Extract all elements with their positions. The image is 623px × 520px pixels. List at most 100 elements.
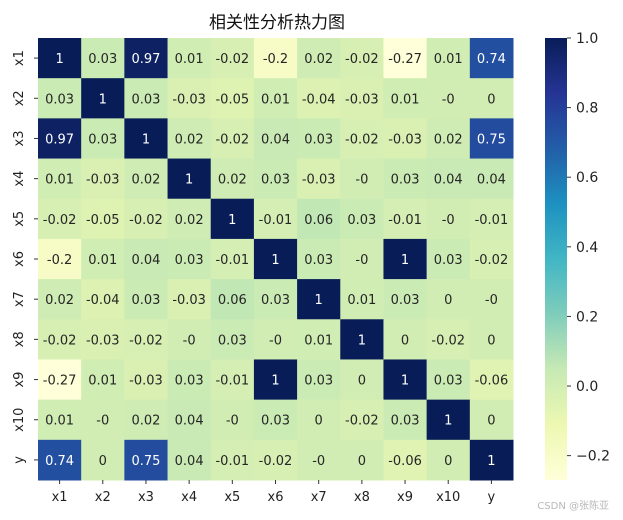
y-tick-label-x4: x4	[12, 171, 27, 187]
x-tick-label-x9: x9	[397, 490, 413, 505]
heatmap-cell-x4-x2	[81, 158, 125, 200]
heatmap-cell-x4-x5	[210, 158, 255, 200]
cell-value-x10-x3: 0.02	[131, 414, 160, 429]
watermark: CSDN @张陈亚	[537, 501, 609, 512]
chart-title: 相关性分析热力图	[209, 13, 345, 33]
cell-value-x9-x8: 0	[358, 374, 366, 389]
cell-value-x1-x4: 0.01	[175, 52, 204, 67]
heatmap-cell-x6-x5	[210, 238, 255, 280]
heatmap-cell-x2-x1	[38, 78, 82, 119]
x-tick-label-x1: x1	[52, 490, 68, 505]
cell-value-x10-x1: 0.01	[45, 414, 74, 429]
heatmap-cell-x2-x2	[81, 78, 125, 119]
cell-value-x4-x7: -0.03	[302, 173, 336, 188]
heatmap-cell-x5-x6	[253, 198, 298, 240]
cell-value-x8-x10: -0.02	[431, 333, 465, 348]
cell-value-x8-x9: 0	[401, 333, 409, 348]
heatmap-cell-x1-x1	[38, 38, 82, 79]
heatmap-cell-x6-x1	[38, 238, 82, 280]
cell-value-x10-x2: -0	[96, 414, 109, 429]
y-tick-label-x10: x10	[12, 408, 27, 432]
heatmap-cell-x6-x3	[124, 238, 169, 280]
cell-value-x1-x3: 0.97	[131, 52, 160, 67]
cell-value-x8-x1: -0.02	[43, 333, 77, 348]
cell-value-x9-y: -0.06	[475, 374, 509, 389]
cell-value-x7-x2: -0.04	[86, 293, 120, 308]
colorbar-tick-label-1: 0.8	[576, 101, 598, 117]
cell-value-y-x10: 0	[444, 454, 452, 469]
y-tick-label-x9: x9	[12, 372, 27, 388]
cell-value-x5-x1: -0.02	[43, 213, 77, 228]
heatmap-cell-x5-x9	[383, 198, 428, 240]
heatmap-cell-x9-y	[469, 359, 514, 401]
cell-value-x5-y: -0.01	[475, 213, 509, 228]
heatmap-cell-x10-x8	[340, 399, 384, 441]
cell-value-y-x4: 0.04	[175, 454, 204, 469]
cell-value-x2-x10: -0	[442, 92, 455, 107]
cell-value-x2-x4: -0.03	[172, 92, 206, 107]
cell-value-x3-x1: 0.97	[45, 132, 74, 147]
heatmap-cell-x9-x4	[167, 359, 212, 401]
heatmap-cell-x2-x5	[210, 78, 255, 119]
cell-value-x9-x7: 0.03	[304, 374, 333, 389]
cell-value-y-x7: -0	[312, 454, 325, 469]
cell-value-x4-x2: -0.03	[86, 173, 120, 188]
cell-value-x9-x2: 0.01	[88, 374, 117, 389]
cell-value-x6-x1: -0.2	[47, 253, 72, 268]
cell-value-x7-x5: 0.06	[218, 293, 247, 308]
heatmap-cell-x8-x1	[38, 319, 82, 360]
cell-value-x8-x2: -0.03	[86, 333, 120, 348]
heatmap-cell-x1-x3	[124, 38, 169, 79]
heatmap-cell-x6-x6	[253, 238, 298, 280]
cell-value-x2-y: 0	[487, 92, 495, 107]
cell-value-x10-x4: 0.04	[175, 414, 204, 429]
cell-value-x5-x3: -0.02	[129, 213, 163, 228]
y-tick-label-x2: x2	[12, 90, 27, 106]
heatmap-cell-x6-x4	[167, 238, 212, 280]
heatmap-cell-x7-x1	[38, 279, 82, 320]
cell-value-x6-x6: 1	[271, 253, 279, 268]
y-tick-label-x7: x7	[12, 291, 27, 307]
cell-value-x7-x1: 0.02	[45, 293, 74, 308]
cell-value-x3-x9: -0.03	[388, 132, 422, 147]
x-tick-label-x10: x10	[436, 490, 460, 505]
heatmap-cell-x2-x8	[340, 78, 384, 119]
heatmap-cell-x8-x4	[167, 319, 212, 360]
heatmap-cell-x10-x6	[253, 399, 298, 441]
cell-value-x7-x4: -0.03	[172, 293, 206, 308]
heatmap-cell-x6-x9	[383, 238, 428, 280]
cell-value-x1-x1: 1	[55, 52, 63, 67]
cell-value-x4-x4: 1	[185, 173, 193, 188]
heatmap-cell-x10-x10	[426, 399, 471, 441]
cell-value-x3-x6: 0.04	[261, 132, 290, 147]
heatmap-cell-y-x3	[124, 439, 169, 481]
cell-value-x8-x6: -0	[269, 333, 282, 348]
cell-value-x2-x7: -0.04	[302, 92, 336, 107]
cell-value-x3-x3: 1	[142, 132, 150, 147]
colorbar-tick-label-5: 0.0	[576, 379, 598, 395]
cell-value-x10-x8: -0.02	[345, 414, 379, 429]
cell-value-x9-x10: 0.03	[434, 374, 463, 389]
heatmap-cell-x2-y	[469, 78, 514, 119]
heatmap-cell-x8-x2	[81, 319, 125, 360]
colorbar-tick-label-3: 0.4	[576, 240, 598, 256]
cell-value-x6-x3: 0.04	[131, 253, 160, 268]
heatmap-cell-x7-x4	[167, 279, 212, 320]
heatmap-cell-x5-x10	[426, 198, 471, 240]
cell-value-x1-x8: -0.02	[345, 52, 379, 67]
cell-value-x6-y: -0.02	[475, 253, 509, 268]
y-axis-ticks: x1 x2 x3 x4 x5 x6 x7 x8 x9 x10 y	[12, 50, 38, 464]
cell-value-x8-x4: -0	[183, 333, 196, 348]
heatmap-cell-y-x8	[340, 439, 384, 481]
cell-value-x2-x8: -0.03	[345, 92, 379, 107]
cell-value-y-x2: 0	[99, 454, 107, 469]
cell-value-x3-x2: 0.03	[88, 132, 117, 147]
heatmap-cell-x8-x10	[426, 319, 471, 360]
heatmap-cell-x5-x1	[38, 198, 82, 240]
heatmap-cell-x7-x10	[426, 279, 471, 320]
heatmap-cell-x5-x2	[81, 198, 125, 240]
heatmap-cell-x5-x8	[340, 198, 384, 240]
heatmap-cell-x9-x5	[210, 359, 255, 401]
cell-value-x4-x10: 0.04	[434, 173, 463, 188]
cell-value-x5-x5: 1	[228, 213, 236, 228]
